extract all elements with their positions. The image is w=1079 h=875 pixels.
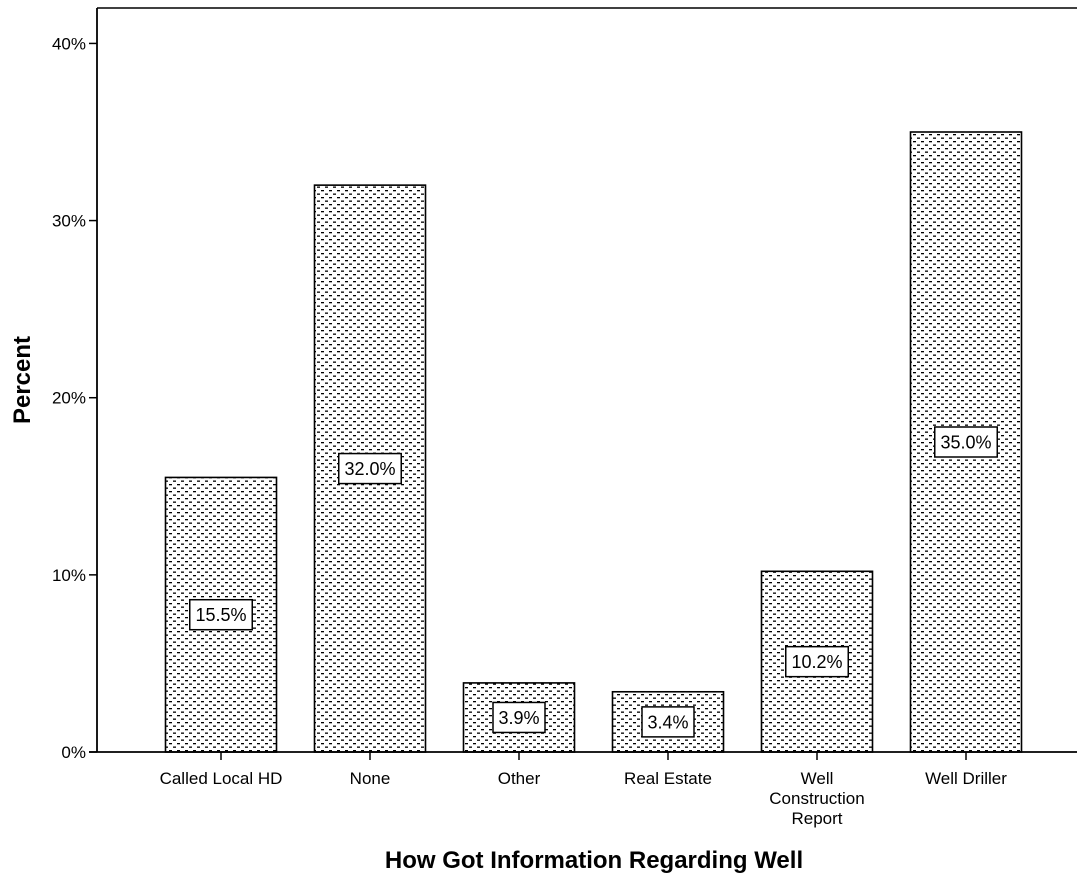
data-label-box-5 (934, 426, 998, 458)
data-label-box-2 (492, 701, 546, 734)
x-tick-label-4-line-2: Report (791, 809, 842, 828)
x-tick-label-1: None (350, 769, 391, 788)
data-labels-layer: 15.5% 32.0% 3.9% 3.4% 10.2% 35.0% (189, 426, 998, 738)
data-label-box-1 (338, 452, 402, 485)
data-label-3: 3.4% (647, 712, 688, 732)
x-tick-label-2: Other (498, 769, 541, 788)
axes-layer: Called Local HD None Other Real Estate WellC… (52, 7, 1077, 828)
x-axis-title: How Got Information Regarding Well (385, 847, 803, 874)
data-label-0: 15.5% (195, 605, 246, 625)
y-tick-label-2: 20% (52, 389, 86, 408)
data-label-4: 10.2% (791, 652, 842, 672)
x-tick-label-5: Well Driller (925, 769, 1007, 788)
data-label-box-4 (785, 645, 849, 678)
y-axis-title: Percent (9, 336, 36, 424)
data-label-box-3 (641, 706, 695, 738)
y-tick-label-3: 30% (52, 212, 86, 231)
data-label-1: 32.0% (344, 459, 395, 479)
data-label-5: 35.0% (940, 433, 991, 453)
x-tick-label-4-line-1: Construction (769, 789, 864, 808)
bars-layer (164, 131, 1023, 753)
x-tick-label-0: Called Local HD (160, 769, 283, 788)
x-tick-label-3: Real Estate (624, 769, 712, 788)
y-tick-label-4: 40% (52, 34, 86, 53)
data-label-box-0 (189, 598, 253, 631)
data-label-2: 3.9% (498, 708, 539, 728)
y-tick-label-0: 0% (61, 743, 86, 762)
y-tick-label-1: 10% (52, 566, 86, 585)
x-tick-label-4-line-0: Well (801, 769, 834, 788)
